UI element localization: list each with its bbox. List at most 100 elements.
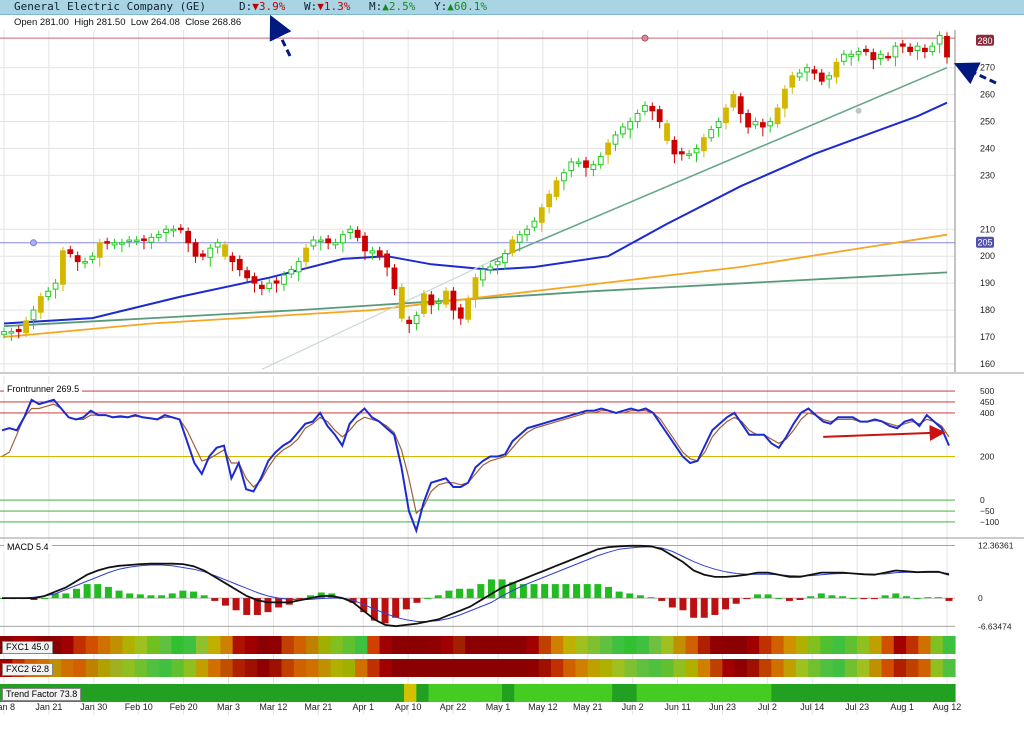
heat-cell xyxy=(318,684,332,702)
heat-cell xyxy=(697,684,711,702)
y-tick-label: 160 xyxy=(980,359,995,369)
heat-cell xyxy=(612,659,626,677)
macd-histogram-bar xyxy=(200,595,208,599)
macd-histogram-bar xyxy=(466,588,474,599)
high-value: 281.50 xyxy=(96,17,126,28)
candle-body xyxy=(730,94,737,108)
heat-cell xyxy=(550,684,564,702)
heat-cell xyxy=(710,684,723,702)
macd-histogram-bar xyxy=(519,584,527,599)
heat-cell xyxy=(501,684,515,702)
ohlc-readout: Open 281.00 High 281.50 Low 264.08 Close… xyxy=(14,17,242,28)
trend-factor-label: Trend Factor 73.8 xyxy=(2,688,82,701)
heat-cell xyxy=(110,659,124,677)
candle-body xyxy=(796,72,803,78)
heat-cell xyxy=(918,636,932,654)
candle-body xyxy=(619,126,626,135)
candle-body xyxy=(74,255,81,263)
heat-cell xyxy=(208,684,221,702)
heat-cell xyxy=(624,636,638,654)
heat-cell xyxy=(428,659,442,677)
candle-body xyxy=(590,164,597,170)
frontrunner-label: Frontrunner 269.5 xyxy=(4,384,83,395)
heat-cell xyxy=(122,636,136,654)
candle-body xyxy=(575,161,582,164)
macd-histogram-bar xyxy=(41,598,49,600)
osc-slow-line xyxy=(1,403,950,515)
heat-cell xyxy=(514,659,528,677)
macd-histogram-bar xyxy=(179,590,187,599)
heat-cell xyxy=(367,636,381,654)
candle-body xyxy=(686,153,693,156)
heat-cell xyxy=(293,659,307,677)
heat-cell xyxy=(159,659,173,677)
x-tick-label: Aug 12 xyxy=(933,702,962,712)
x-tick-label: May 1 xyxy=(486,702,511,712)
candle-body xyxy=(310,239,317,247)
heat-cell xyxy=(404,684,417,702)
candle-body xyxy=(465,298,472,320)
macd-histogram-bar xyxy=(594,584,602,599)
macd-histogram-bar xyxy=(115,590,123,599)
heat-cell xyxy=(514,684,528,702)
macd-histogram-bar xyxy=(615,591,623,599)
y-tick-label: 190 xyxy=(980,278,995,288)
candle-body xyxy=(840,53,847,62)
heat-cell xyxy=(122,684,136,702)
macd-histogram-bar xyxy=(839,596,847,599)
heat-cell xyxy=(942,659,956,677)
macd-level-label: 12.36361 xyxy=(978,541,1014,551)
candle-body xyxy=(96,242,103,258)
heat-cell xyxy=(183,636,197,654)
macd-line xyxy=(2,544,950,628)
macd-histogram-bar xyxy=(902,596,910,599)
heat-cell xyxy=(808,659,821,677)
heat-cell xyxy=(379,659,393,677)
candle-body xyxy=(752,121,759,126)
candle-body xyxy=(649,105,656,112)
annotation-arrow-divergence xyxy=(823,424,946,441)
osc-level-label: 450 xyxy=(980,397,994,407)
heat-cell xyxy=(673,684,687,702)
heat-cell xyxy=(416,684,430,702)
candle-body xyxy=(502,253,508,264)
heat-cell xyxy=(587,636,601,654)
heat-cell xyxy=(526,659,540,677)
fxc2-label: FXC2 62.8 xyxy=(2,663,54,676)
heat-cell xyxy=(159,636,173,654)
macd-histogram-bar xyxy=(743,598,751,600)
candle-body xyxy=(384,253,390,268)
heat-cell xyxy=(85,636,99,654)
macd-histogram-bar xyxy=(828,595,836,599)
heat-cell xyxy=(244,684,258,702)
heat-cell xyxy=(942,636,956,654)
macd-histogram-bar xyxy=(168,593,176,599)
heat-cell xyxy=(648,659,662,677)
heat-cell xyxy=(893,684,907,702)
candle-body xyxy=(612,134,619,145)
macd-histogram-bar xyxy=(722,598,730,610)
heat-cell xyxy=(183,684,197,702)
macd-histogram-bar xyxy=(360,598,368,613)
heat-cell xyxy=(734,684,748,702)
candle-body xyxy=(848,53,855,57)
candle-body xyxy=(538,207,545,223)
candle-body xyxy=(892,45,899,58)
macd-histogram-bar xyxy=(658,598,666,601)
candle-body xyxy=(487,266,494,271)
candle-body xyxy=(811,69,818,74)
x-tick-label: Feb 20 xyxy=(170,702,198,712)
heat-cell xyxy=(710,636,723,654)
macd-histogram-bar xyxy=(498,579,506,599)
heat-cell xyxy=(893,636,907,654)
candle-body xyxy=(457,307,464,319)
macd-histogram-bar xyxy=(487,579,495,599)
candle-body xyxy=(899,43,906,47)
candle-body xyxy=(863,48,869,53)
candle-body xyxy=(885,55,891,59)
heat-cell xyxy=(820,636,834,654)
heat-cell xyxy=(501,659,515,677)
low-value: 264.08 xyxy=(150,17,180,28)
candle-body xyxy=(524,228,530,236)
